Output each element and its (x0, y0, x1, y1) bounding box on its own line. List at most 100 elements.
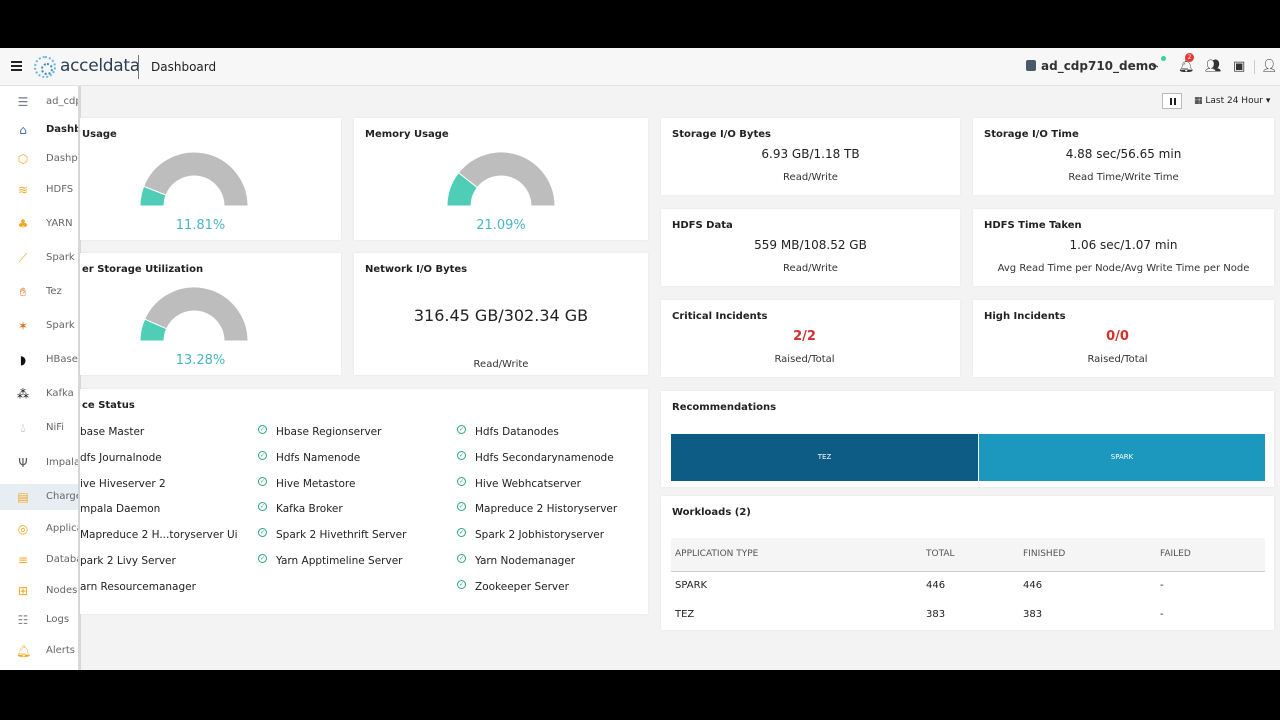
cluster-icon: ☰ (17, 95, 29, 109)
sidebar-item-hdfs[interactable]: ≋ HDFS (0, 177, 80, 203)
sidebar-item-nodes[interactable]: ⊞ Nodes (0, 578, 80, 604)
service-item[interactable]: Yarn Apptimeline Server (276, 555, 403, 567)
service-item[interactable]: Hbase Regionserver (276, 426, 382, 438)
chevron-down-icon: ▾ (1262, 96, 1271, 106)
gauge-fill (139, 318, 168, 342)
service-item[interactable]: Kafka Broker (276, 503, 343, 516)
service-item[interactable]: Zookeeper Server (475, 580, 569, 593)
column-header[interactable]: FAILED (1156, 538, 1265, 572)
column-header[interactable]: TOTAL (922, 538, 1019, 572)
network-io-sub: Read/Write (473, 359, 529, 370)
user-profile-icon[interactable]: 👤︎ (1261, 59, 1278, 74)
sidebar-item-spark-t[interactable]: ⟋ Spark T (0, 245, 80, 271)
card-title: Storage I/O Time (984, 129, 1079, 140)
check-circle-icon: ✓ (457, 579, 466, 589)
recommendations-card: Recommendations TEZ SPARK (661, 391, 1274, 487)
table-cell: SPARK (675, 580, 708, 592)
service-item[interactable]: mpala Daemon (80, 503, 161, 516)
service-item[interactable]: Hdfs Datanodes (475, 426, 559, 438)
sidebar-item-label: Charge (46, 491, 80, 502)
sidebar-item-label: Nodes (46, 585, 78, 596)
activity-icon[interactable]: ⌁ (1151, 59, 1159, 74)
check-circle-icon: ✓ (258, 476, 267, 486)
recommendation-spark[interactable]: SPARK (979, 434, 1265, 481)
sidebar-item-tez[interactable]: ✋︎ Tez (0, 279, 80, 305)
sidebar-item-dashplots[interactable]: ⬡ Dashp (0, 146, 80, 172)
layers-icon: ≋ (17, 183, 29, 197)
service-item[interactable]: dfs Journalnode (80, 451, 162, 464)
sidebar-item-label: Kafka (46, 388, 74, 399)
sidebar-item-yarn[interactable]: ♣ YARN (0, 211, 80, 237)
card-title: Network I/O Bytes (365, 264, 468, 275)
sidebar-item-chargeback[interactable]: ▤ Charge (0, 484, 80, 510)
sidebar-item-applications[interactable]: ◎ Applica (0, 516, 80, 542)
service-item[interactable]: Mapreduce 2 Historyserver (475, 503, 618, 516)
service-item[interactable]: Spark 2 Hivethrift Server (276, 529, 407, 542)
sidebar-scrollbar[interactable] (78, 86, 81, 670)
service-item[interactable]: Mapreduce 2 H...toryserver Ui (80, 529, 238, 542)
service-item[interactable]: arn Resourcemanager (80, 580, 196, 593)
sidebar-item-alerts[interactable]: 🔔︎ Alerts (0, 638, 80, 664)
card-title: ce Status (82, 400, 135, 411)
service-item[interactable]: Hdfs Namenode (276, 451, 361, 464)
divider (1254, 60, 1255, 74)
menu-icon[interactable] (11, 61, 22, 73)
sidebar-item-spark[interactable]: ✶ Spark (0, 313, 80, 339)
pause-button[interactable] (1162, 93, 1182, 109)
check-circle-icon: ✓ (457, 425, 466, 434)
kafka-icon: ⁂ (17, 387, 29, 401)
service-item[interactable]: Hdfs Secondarynamenode (475, 451, 614, 464)
hdfs-data-value: 559 MB/108.52 GB (754, 238, 867, 252)
service-item[interactable]: Spark 2 Jobhistoryserver (475, 529, 605, 542)
hdfs-time-sub: Avg Read Time per Node/Avg Write Time pe… (997, 263, 1250, 274)
check-circle-icon: ✓ (457, 450, 466, 460)
workloads-table: APPLICATION TYPE TOTAL FINISHED FAILED S… (671, 538, 1265, 629)
sidebar-item-label: Alerts (46, 645, 76, 656)
sidebar-item-logs[interactable]: ☷ Logs (0, 607, 80, 633)
critical-incidents-card[interactable]: Critical Incidents 2/2 Raised/Total (661, 300, 960, 377)
column-header[interactable]: FINISHED (1019, 538, 1156, 572)
hdfs-data-card: HDFS Data 559 MB/108.52 GB Read/Write (661, 209, 960, 286)
check-circle-icon: ✓ (457, 476, 466, 486)
sidebar-item-nifi[interactable]: 💧︎ NiFi (0, 415, 80, 441)
sidebar-item-cluster[interactable]: ☰ ad_cdp (0, 89, 80, 115)
service-item[interactable]: base Master (80, 426, 145, 438)
bell-icon[interactable]: 🔔︎ (1178, 59, 1195, 74)
column-header[interactable]: APPLICATION TYPE (671, 538, 922, 572)
time-range-selector[interactable]: ▦ Last 24 Hour ▾ (1194, 96, 1270, 106)
gauge-fill (139, 185, 167, 207)
top-bar: acceldata Dashboard ad_cdp710_demo ⌁ 🔔︎ … (0, 48, 1280, 86)
storage-utilization-card: er Storage Utilization 13.28% (80, 253, 341, 375)
service-item[interactable]: ive Hiveserver 2 (80, 477, 166, 490)
database-icon: ≡ (17, 553, 29, 567)
card-title: Critical Incidents (672, 311, 768, 322)
table-row[interactable]: TEZ 383 383 - (671, 600, 1265, 629)
service-item[interactable]: Yarn Nodemanager (475, 555, 576, 567)
check-circle-icon: ✓ (258, 554, 267, 563)
table-header-row: APPLICATION TYPE TOTAL FINISHED FAILED (671, 538, 1265, 572)
cluster-selector[interactable]: ad_cdp710_demo (1026, 59, 1157, 73)
sidebar-item-impala[interactable]: Ψ Impala (0, 450, 80, 476)
acceldata-logo-icon (34, 56, 56, 78)
service-item[interactable]: Hive Metastore (276, 477, 356, 490)
storage-gauge (139, 286, 249, 342)
cpu-usage-card: Usage 11.81% (80, 118, 341, 240)
sidebar-item-dashboard[interactable]: ⌂ Dashb (0, 117, 80, 143)
storage-io-time-value: 4.88 sec/56.65 min (1065, 147, 1182, 161)
service-item[interactable]: Hive Webhcatserver (475, 477, 581, 490)
hierarchy-icon: ♣ (17, 217, 29, 231)
sidebar-item-databases[interactable]: ≡ Databa (0, 547, 80, 573)
calendar-icon: ▦ (1194, 96, 1206, 106)
box-icon[interactable]: ▣ (1233, 59, 1246, 74)
sidebar-item-label: Spark T (46, 252, 80, 263)
notification-badge: 2 (1185, 53, 1194, 62)
storage-utilization-value: 13.28% (175, 353, 226, 368)
sidebar-item-hbase[interactable]: ◗ HBase (0, 347, 80, 373)
recommendation-tez[interactable]: TEZ (671, 434, 978, 481)
gauge-fill (446, 172, 479, 207)
table-row[interactable]: SPARK 446 446 - (671, 571, 1265, 600)
sidebar-item-kafka[interactable]: ⁂ Kafka (0, 381, 80, 407)
service-item[interactable]: park 2 Livy Server (80, 555, 176, 567)
users-icon[interactable]: 👥︎ (1205, 59, 1222, 74)
high-incidents-card[interactable]: High Incidents 0/0 Raised/Total (973, 300, 1274, 377)
